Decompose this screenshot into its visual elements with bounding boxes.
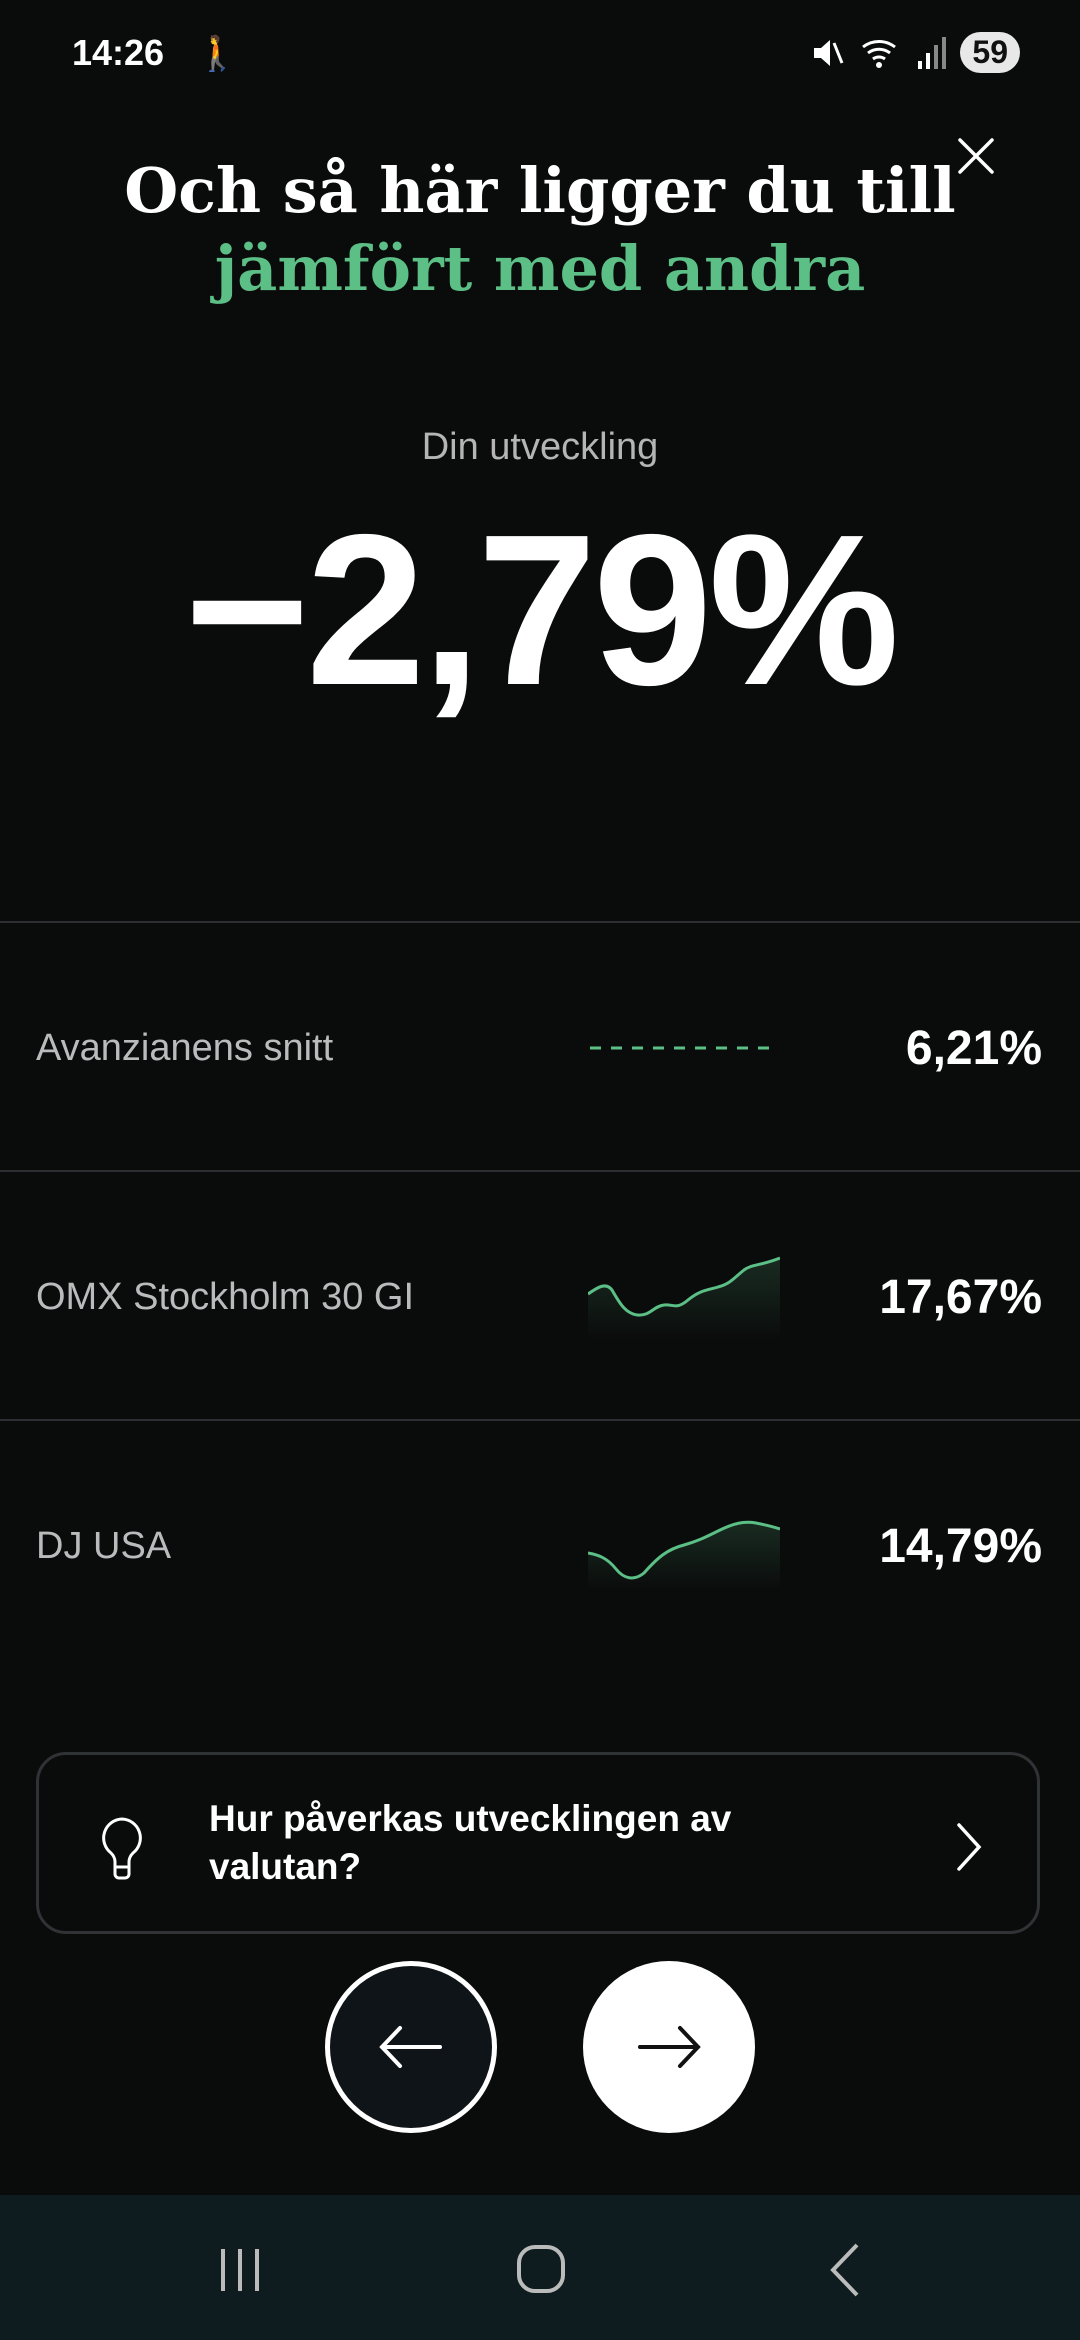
comparison-value: 14,79% (879, 1520, 1042, 1573)
performance-label: Din utveckling (421, 426, 659, 468)
system-back-icon[interactable] (825, 2241, 865, 2299)
comparison-label: DJ USA (36, 1525, 172, 1567)
dashed-line-graph (590, 1046, 778, 1050)
arrow-right-icon (638, 2026, 701, 2068)
comparison-row: Avanzianens snitt 6,21% (0, 923, 1080, 1171)
comparison-label: Avanzianens snitt (36, 1027, 334, 1069)
recent-apps-icon[interactable] (215, 2245, 265, 2295)
status-bar: 14:26 🚶 59 (0, 0, 1080, 110)
title-line-2: jämfört med andra (214, 232, 866, 305)
home-icon[interactable] (515, 2243, 569, 2297)
page-title: Och så här ligger du till jämfört med an… (0, 152, 1080, 308)
comparison-row: OMX Stockholm 30 GI 17,67% (0, 1172, 1080, 1420)
divider (0, 1170, 1080, 1172)
info-card-text: Hur påverkas utvecklingen av valutan? (209, 1798, 732, 1887)
signal-icon (918, 36, 947, 69)
hiker-icon: 🚶 (196, 35, 239, 73)
back-button[interactable] (325, 1961, 497, 2133)
mute-icon (814, 39, 844, 66)
sparkline-chart (588, 1520, 780, 1591)
comparison-value: 6,21% (905, 1022, 1042, 1075)
status-icons: 59 (810, 32, 1020, 73)
comparison-value: 17,67% (879, 1271, 1042, 1324)
wifi-icon (862, 39, 897, 68)
battery-indicator: 59 (960, 32, 1020, 73)
currency-info-card[interactable]: Hur påverkas utvecklingen av valutan? (36, 1752, 1040, 1934)
system-navigation-bar (0, 2195, 1080, 2340)
arrow-left-icon (379, 2026, 442, 2068)
divider (0, 921, 1080, 923)
lightbulb-icon (102, 1817, 142, 1880)
forward-button[interactable] (583, 1961, 755, 2133)
status-time: 14:26 (72, 32, 165, 73)
comparison-label: OMX Stockholm 30 GI (36, 1276, 415, 1318)
chevron-right-icon (957, 1823, 982, 1871)
performance-value: −2,79% (184, 489, 899, 730)
divider (0, 1419, 1080, 1421)
close-icon[interactable] (950, 130, 1002, 182)
sparkline-chart (588, 1256, 780, 1342)
comparison-row: DJ USA 14,79% (0, 1421, 1080, 1669)
title-line-1: Och så här ligger du till (124, 154, 956, 227)
